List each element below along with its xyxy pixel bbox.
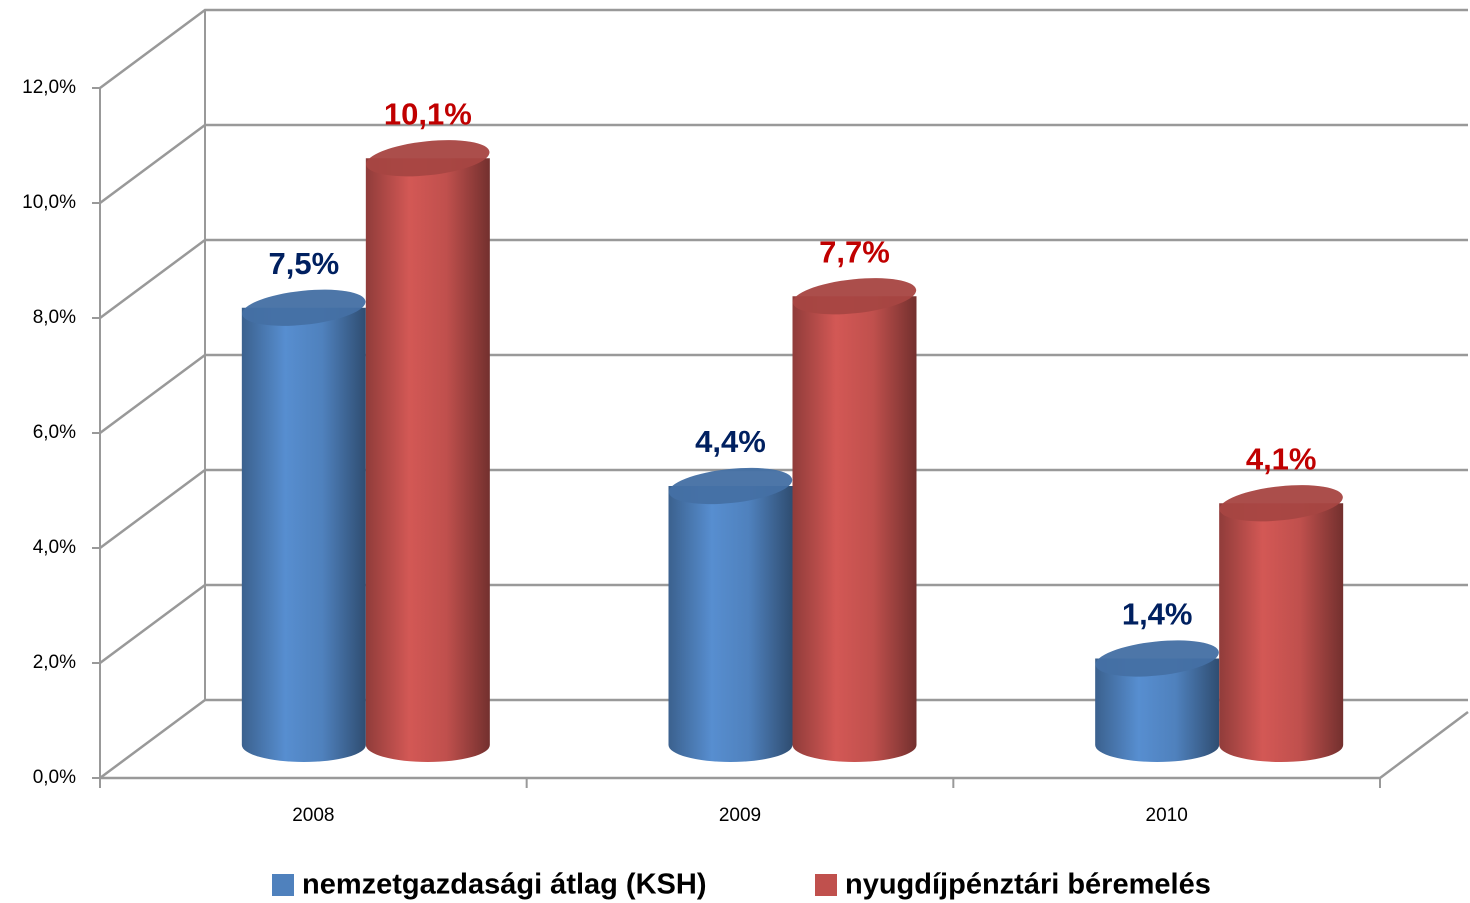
data-label: 7,7% [819, 234, 890, 269]
cylinder-top [1219, 485, 1343, 522]
x-tick-label: 2009 [719, 805, 761, 826]
legend-label: nyugdíjpénztári béremelés [845, 869, 1211, 901]
cylinder-body [1095, 658, 1220, 762]
cylinder [792, 278, 917, 762]
grid-line [99, 583, 1468, 665]
cylinder-top [668, 467, 793, 505]
cylinder-body [668, 486, 793, 762]
grid-line [99, 123, 1468, 205]
cylinder [1219, 485, 1344, 762]
grid-line [99, 468, 1468, 550]
y-tick-label: 10,0% [22, 192, 76, 213]
cylinder [1095, 640, 1220, 762]
y-tick-label: 2,0% [33, 652, 76, 673]
data-label: 1,4% [1122, 597, 1193, 632]
y-tick-label: 4,0% [33, 537, 76, 558]
cylinder-top [366, 140, 490, 177]
x-tick-label: 2010 [1146, 805, 1188, 826]
y-tick-label: 6,0% [33, 422, 76, 443]
legend-swatch [272, 874, 294, 896]
cylinder-body [241, 307, 366, 762]
cylinder-top [242, 289, 366, 326]
cylinder [365, 140, 490, 762]
cylinder [668, 467, 793, 762]
data-label: 7,5% [268, 246, 339, 281]
cylinder-top [792, 278, 917, 315]
grid-line [99, 353, 1468, 435]
legend-swatch [815, 874, 837, 896]
y-tick-label: 12,0% [22, 77, 76, 98]
y-tick-label: 8,0% [33, 307, 76, 328]
legend-label: nemzetgazdasági átlag (KSH) [302, 869, 706, 901]
x-tick-label: 2008 [292, 805, 334, 826]
cylinder [241, 289, 366, 762]
cylinder-top [1095, 640, 1219, 677]
y-tick-label: 0,0% [33, 767, 76, 788]
grid-line [99, 238, 1468, 320]
grid-line [99, 8, 1468, 90]
cylinder-body [792, 296, 917, 762]
cylinder-body [1219, 503, 1344, 762]
data-label: 4,1% [1246, 441, 1317, 476]
grid-line [99, 698, 1468, 780]
data-label: 4,4% [695, 424, 766, 459]
data-label: 10,1% [384, 96, 472, 131]
cylinder-body [365, 158, 490, 762]
